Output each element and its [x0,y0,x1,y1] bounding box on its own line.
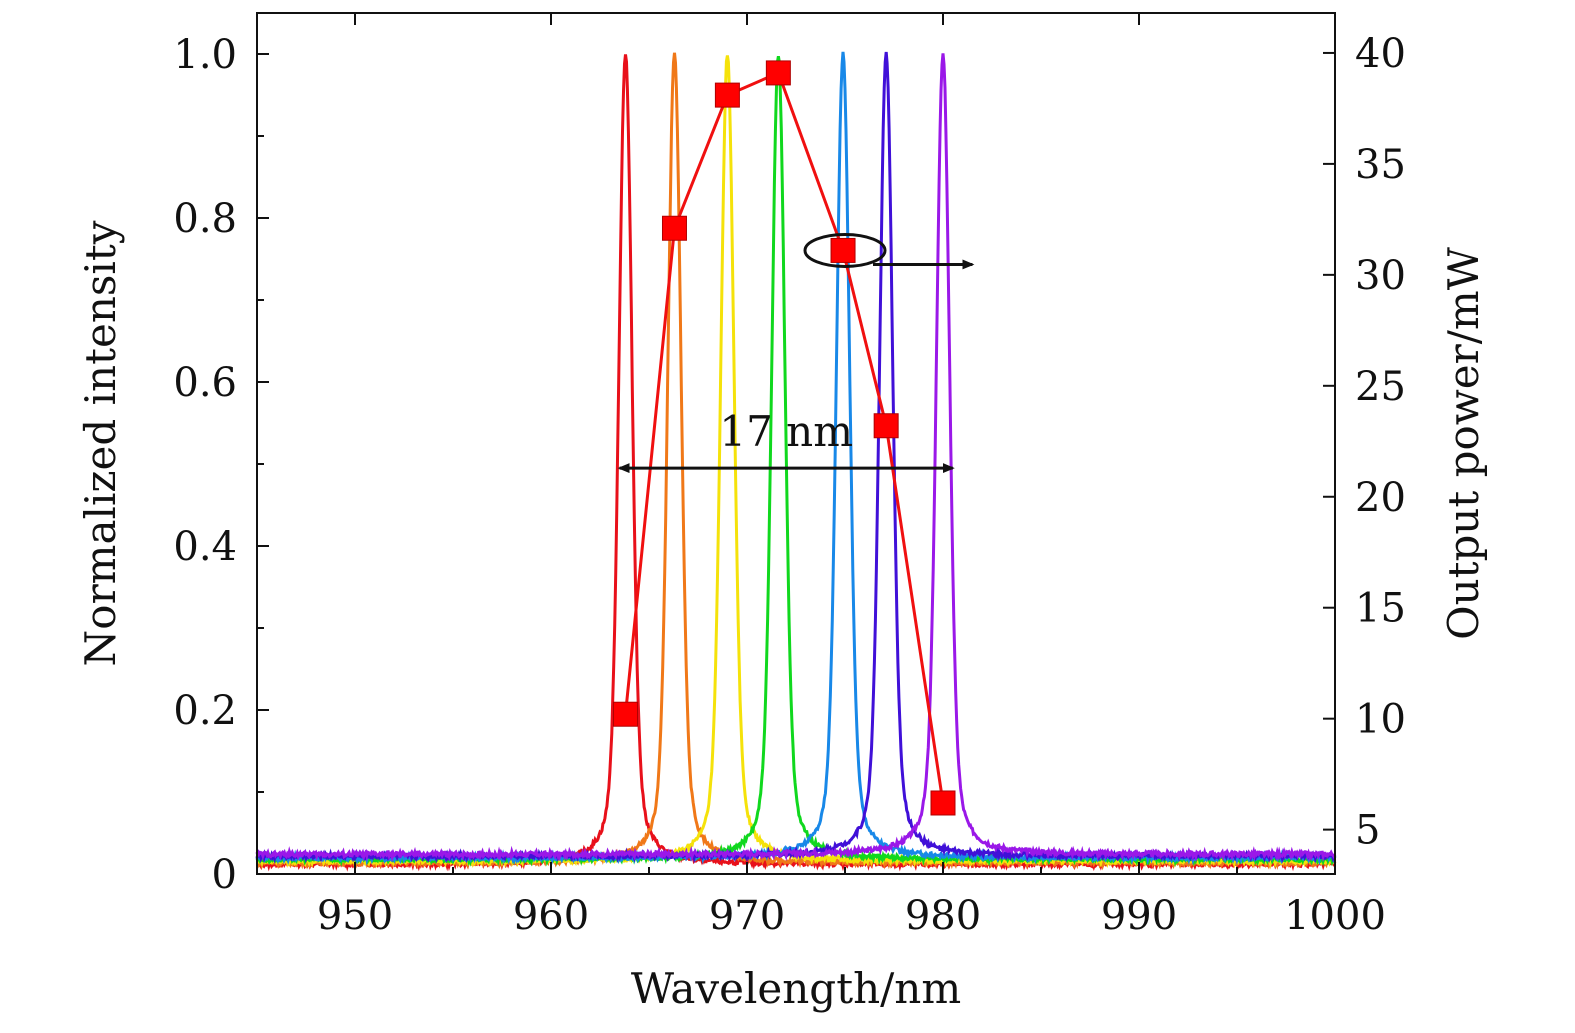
y-tick-label: 0 [212,852,237,898]
annotation-text: 17 nm [719,407,853,456]
output-power-point [765,60,791,86]
x-tick-label: 970 [709,893,785,939]
y2-tick-label: 40 [1355,31,1406,77]
y-tick-label: 1.0 [173,32,237,78]
y2-tick-label: 30 [1355,253,1406,299]
spectrum-line-980 [255,53,1337,863]
x-tick-label: 960 [513,893,589,939]
output-power-point [873,413,899,439]
y-axis-ticks: 0 0.2 0.4 0.6 0.8 1.0 [173,32,269,898]
y2-tick-label: 25 [1355,364,1406,410]
output-power-point [612,701,638,727]
y2-tick-label: 15 [1355,586,1406,632]
output-power-point [714,82,740,108]
y-tick-label: 0.4 [173,524,237,570]
y2-axis-ticks: 5 10 15 20 25 30 35 40 [1323,31,1406,854]
output-power-point [830,237,856,263]
output-power-point [930,790,956,816]
spectrum-line-963.8 [256,54,1336,872]
plot-frame [256,12,1336,875]
spectrum-line-966.3 [256,52,1337,871]
y-tick-label: 0.8 [173,196,237,242]
y2-tick-label: 35 [1355,142,1406,188]
y-tick-label: 0.2 [173,688,237,734]
x-tick-label: 950 [317,893,393,939]
axis-indicator-ellipse [803,232,887,268]
y-tick-label: 0.6 [173,360,237,406]
spectrum-line-969 [255,55,1336,869]
x-tick-label: 980 [905,893,981,939]
y2-tick-label: 20 [1355,475,1406,521]
y2-axis-label: Output power/mW [1439,246,1488,640]
x-axis-ticks: 950 960 970 980 990 1000 [256,13,1386,939]
annotation-layer [617,232,975,474]
x-tick-label: 990 [1101,893,1177,939]
x-axis-label: Wavelength/nm [631,964,961,1013]
y2-tick-label: 5 [1355,808,1380,854]
y-axis-label: Normalized intensity [76,220,125,666]
power-layer [612,60,956,816]
x-tick-label: 1000 [1284,893,1386,939]
y2-tick-label: 10 [1355,697,1406,743]
spectra-layer [255,51,1337,872]
spectrum-line-971.6 [255,55,1337,868]
output-power-point [661,215,687,241]
